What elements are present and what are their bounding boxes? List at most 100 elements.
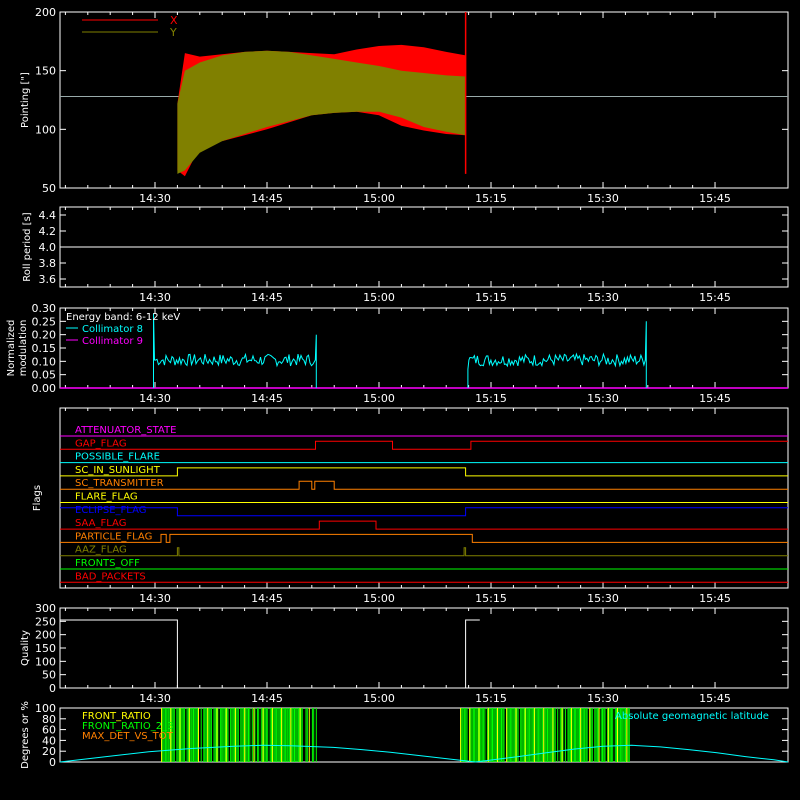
legend-label: MAX_DET_VS_TOT bbox=[82, 731, 174, 742]
x-tick-label: 14:30 bbox=[139, 192, 171, 205]
y-tick-label: 4.0 bbox=[39, 241, 57, 254]
x-tick-label: 14:30 bbox=[139, 592, 171, 605]
y-tick-label: 300 bbox=[35, 602, 56, 615]
legend-title: Energy band: 6-12 keV bbox=[66, 312, 180, 323]
x-tick-label: 15:15 bbox=[475, 692, 507, 705]
flag-trace bbox=[60, 440, 788, 450]
y-tick-label: 50 bbox=[42, 182, 56, 195]
x-tick-label: 14:30 bbox=[139, 692, 171, 705]
geomagnetic-latitude-line bbox=[59, 744, 789, 763]
flag-label: ECLIPSE_FLAG bbox=[75, 505, 146, 516]
series-area-y bbox=[177, 50, 466, 174]
flag-label: POSSIBLE_FLARE bbox=[75, 452, 160, 463]
x-tick-label: 15:30 bbox=[587, 692, 619, 705]
y-tick-label: 50 bbox=[42, 669, 56, 682]
legend-label: Absolute geomagnetic latitude bbox=[615, 711, 769, 722]
x-tick-label: 15:30 bbox=[587, 291, 619, 304]
x-tick-label: 15:15 bbox=[475, 392, 507, 405]
x-tick-label: 15:45 bbox=[699, 392, 731, 405]
y-tick-label: 3.8 bbox=[39, 257, 57, 270]
x-tick-label: 14:45 bbox=[251, 592, 283, 605]
quality-trace bbox=[60, 619, 480, 689]
flag-trace bbox=[60, 520, 788, 530]
flag-label: SAA_FLAG bbox=[75, 518, 126, 529]
y-axis-label: Pointing ["] bbox=[20, 72, 31, 128]
x-tick-label: 15:45 bbox=[699, 592, 731, 605]
y-tick-label: 0.05 bbox=[32, 369, 57, 382]
flag-trace bbox=[60, 507, 788, 517]
y-tick-label: 0.30 bbox=[32, 302, 57, 315]
x-tick-label: 15:45 bbox=[699, 192, 731, 205]
x-tick-label: 15:45 bbox=[699, 291, 731, 304]
y-tick-label: 200 bbox=[35, 629, 56, 642]
x-tick-label: 15:15 bbox=[475, 192, 507, 205]
x-tick-label: 15:00 bbox=[363, 592, 395, 605]
y-tick-label: 4.4 bbox=[39, 209, 57, 222]
flag-label: BAD_PACKETS bbox=[75, 571, 146, 582]
x-tick-label: 15:00 bbox=[363, 192, 395, 205]
y-tick-label: 0.00 bbox=[32, 382, 57, 395]
y-axis-label: Normalized bbox=[6, 320, 17, 377]
y-axis-label: Quality bbox=[20, 630, 31, 666]
flag-trace bbox=[60, 547, 788, 557]
x-tick-label: 15:15 bbox=[475, 592, 507, 605]
x-tick-label: 15:45 bbox=[699, 692, 731, 705]
collimator-8-segment bbox=[153, 313, 317, 388]
x-tick-label: 15:30 bbox=[587, 392, 619, 405]
legend-label: FRONT_RATIO bbox=[82, 711, 151, 722]
x-tick-label: 15:00 bbox=[363, 291, 395, 304]
collimator-8-segment bbox=[467, 321, 647, 388]
y-tick-label: 3.6 bbox=[39, 273, 57, 286]
y-tick-label: 0.15 bbox=[32, 342, 57, 355]
flag-label: SC_IN_SUNLIGHT bbox=[75, 465, 161, 476]
legend-label: FRONT_RATIO_2_3 bbox=[82, 721, 173, 732]
panel-pointing: 14:30 14:45 15:00 15:15 15:30 15:45 50 100 150 20… bbox=[20, 6, 789, 205]
x-tick-label: 15:00 bbox=[363, 692, 395, 705]
plot-frame bbox=[59, 707, 789, 763]
y-tick-label: 0 bbox=[49, 756, 56, 769]
x-tick-label: 15:15 bbox=[475, 291, 507, 304]
y-tick-label: 150 bbox=[35, 65, 56, 78]
panel-roll: 14:30 14:45 15:00 15:15 15:30 15:45 3.6 3.8 4.0 4… bbox=[22, 206, 789, 304]
y-axis-label: modulation bbox=[18, 320, 29, 377]
legend-label: Collimator 9 bbox=[82, 336, 143, 347]
flag-trace bbox=[60, 467, 788, 477]
y-tick-label: 100 bbox=[35, 702, 56, 715]
flag-label: AAZ_FLAG bbox=[75, 545, 127, 556]
y-axis-label: Flags bbox=[32, 485, 43, 511]
flag-label: GAP_FLAG bbox=[75, 438, 127, 449]
flag-trace bbox=[60, 533, 788, 543]
y-tick-label: 80 bbox=[42, 713, 56, 726]
y-tick-label: 0.25 bbox=[32, 315, 57, 328]
x-tick-label: 15:00 bbox=[363, 392, 395, 405]
y-axis-label: Degrees or % bbox=[20, 701, 31, 769]
y-tick-label: 20 bbox=[42, 745, 56, 758]
x-tick-label: 14:45 bbox=[251, 392, 283, 405]
x-tick-label: 14:30 bbox=[139, 392, 171, 405]
x-tick-label: 14:45 bbox=[251, 692, 283, 705]
legend-label: Collimator 8 bbox=[82, 324, 143, 335]
flag-label: ATTENUATOR_STATE bbox=[75, 425, 176, 436]
x-tick-label: 14:45 bbox=[251, 192, 283, 205]
legend-label: Y bbox=[169, 26, 177, 39]
y-tick-label: 0.20 bbox=[32, 329, 57, 342]
y-tick-label: 250 bbox=[35, 615, 56, 628]
x-tick-label: 15:30 bbox=[587, 192, 619, 205]
y-tick-label: 4.2 bbox=[39, 225, 57, 238]
flag-label: FLARE_FLAG bbox=[75, 492, 138, 503]
panel-modulation: 14:30 14:45 15:00 15:15 15:30 15:450.000.050.… bbox=[6, 302, 789, 405]
flag-trace bbox=[60, 480, 788, 490]
y-tick-label: 0 bbox=[49, 682, 56, 695]
y-tick-label: 100 bbox=[35, 655, 56, 668]
flag-label: FRONTS_OFF bbox=[75, 558, 140, 569]
legend-label: X bbox=[170, 14, 178, 27]
y-tick-label: 40 bbox=[42, 734, 56, 747]
y-tick-label: 150 bbox=[35, 642, 56, 655]
x-tick-label: 14:45 bbox=[251, 291, 283, 304]
y-tick-label: 100 bbox=[35, 123, 56, 136]
y-tick-label: 0.10 bbox=[32, 355, 57, 368]
x-tick-label: 15:30 bbox=[587, 592, 619, 605]
panel-flags: 14:30 14:45 15:00 15:15 15:30 15:45 Flags ATTEN… bbox=[32, 407, 789, 605]
